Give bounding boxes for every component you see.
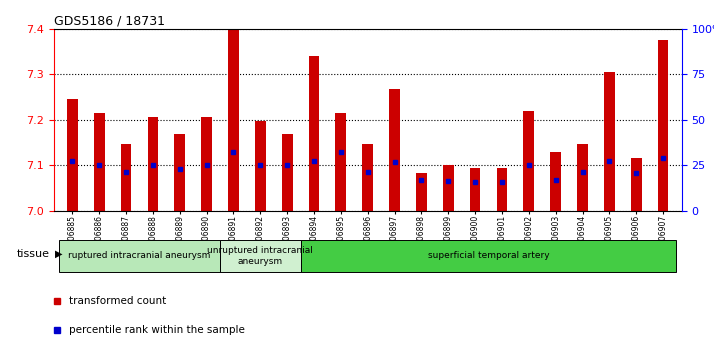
Bar [228,29,238,211]
Bar [416,174,427,211]
Bar [577,144,588,211]
Bar [201,117,212,211]
Bar [301,240,676,272]
Bar [59,240,220,272]
Bar [631,158,642,211]
Bar [470,168,481,211]
Bar [336,113,346,211]
Text: superficial temporal artery: superficial temporal artery [428,252,549,260]
Bar [67,99,78,211]
Bar [308,56,319,211]
Bar [282,134,293,211]
Bar [255,121,266,211]
Text: GDS5186 / 18731: GDS5186 / 18731 [54,15,164,28]
Text: ▶: ▶ [55,249,63,259]
Bar [220,240,301,272]
Text: transformed count: transformed count [69,297,166,306]
Text: tissue: tissue [17,249,50,259]
Bar [523,111,534,211]
Bar [497,168,508,211]
Bar [94,113,104,211]
Bar [443,165,453,211]
Bar [148,117,159,211]
Bar [121,144,131,211]
Text: ruptured intracranial aneurysm: ruptured intracranial aneurysm [69,252,211,260]
Bar [658,40,668,211]
Text: percentile rank within the sample: percentile rank within the sample [69,325,245,335]
Bar [174,134,185,211]
Text: unruptured intracranial
aneurysm: unruptured intracranial aneurysm [207,246,313,266]
Bar [389,89,400,211]
Bar [604,72,615,211]
Bar [362,144,373,211]
Bar [550,152,561,211]
